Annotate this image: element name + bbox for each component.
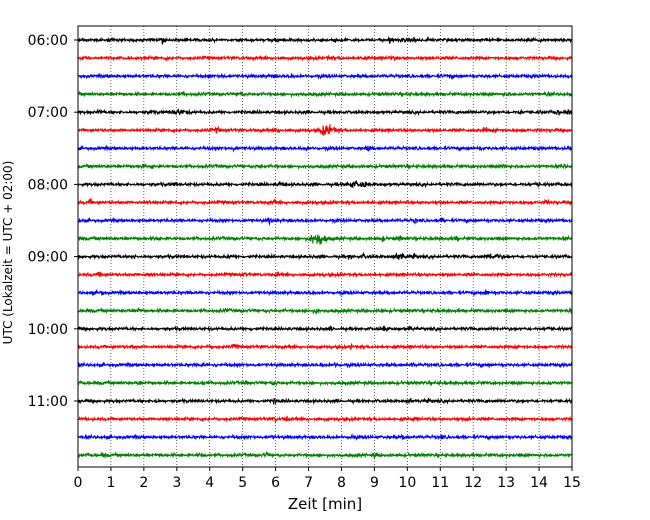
trace-0745 bbox=[77, 162, 573, 171]
x-tick-label-9: 9 bbox=[370, 475, 379, 491]
x-tick-label-0: 0 bbox=[74, 475, 83, 491]
trace-1030 bbox=[77, 360, 573, 369]
trace-0900 bbox=[77, 251, 573, 261]
y-tick-label-0900: 09:00 bbox=[28, 250, 68, 266]
trace-1100 bbox=[77, 397, 573, 405]
trace-1015 bbox=[77, 343, 573, 351]
x-tick-label-10: 10 bbox=[398, 475, 416, 491]
y-tick-label-1000: 10:00 bbox=[28, 322, 68, 338]
trace-0600 bbox=[77, 35, 573, 45]
trace-0800 bbox=[77, 179, 573, 189]
x-tick-label-13: 13 bbox=[497, 475, 515, 491]
trace-0700 bbox=[77, 108, 573, 117]
seismic-traces bbox=[77, 35, 573, 460]
x-tick-label-2: 2 bbox=[139, 475, 148, 491]
y-tick-label-0800: 08:00 bbox=[28, 177, 68, 193]
y-tick-label-1100: 11:00 bbox=[28, 394, 68, 410]
trace-1115 bbox=[77, 415, 573, 424]
trace-0730 bbox=[77, 144, 573, 153]
x-tick-label-3: 3 bbox=[172, 475, 181, 491]
trace-0830 bbox=[77, 216, 573, 226]
trace-0615 bbox=[77, 54, 573, 62]
trace-0915 bbox=[77, 270, 573, 279]
trace-0945 bbox=[77, 307, 573, 315]
x-axis-ticks: 0 1 2 3 4 5 6 7 8 9 10 11 12 13 14 15 bbox=[74, 467, 581, 491]
x-tick-label-8: 8 bbox=[337, 475, 346, 491]
y-axis-label: UTC (Lokalzeit = UTC + 02:00) bbox=[1, 161, 15, 345]
y-tick-label-0700: 07:00 bbox=[28, 105, 68, 121]
x-tick-label-7: 7 bbox=[304, 475, 313, 491]
x-tick-label-1: 1 bbox=[106, 475, 115, 491]
trace-1045 bbox=[77, 379, 573, 387]
trace-0845 bbox=[77, 234, 573, 245]
trace-1145 bbox=[77, 451, 573, 460]
x-tick-label-5: 5 bbox=[238, 475, 247, 491]
trace-0715 bbox=[77, 124, 573, 136]
trace-1130 bbox=[77, 432, 573, 441]
x-tick-label-4: 4 bbox=[205, 475, 214, 491]
x-axis-label: Zeit [min] bbox=[288, 495, 362, 513]
x-tick-label-12: 12 bbox=[464, 475, 482, 491]
x-tick-label-14: 14 bbox=[530, 475, 548, 491]
trace-1000 bbox=[77, 325, 573, 333]
trace-0630 bbox=[77, 72, 573, 81]
trace-0815 bbox=[77, 197, 573, 207]
y-tick-label-0600: 06:00 bbox=[28, 33, 68, 49]
y-axis-ticks: 06:00 07:00 08:00 09:00 10:00 11:00 bbox=[28, 33, 78, 410]
trace-0645 bbox=[77, 90, 573, 98]
x-tick-label-11: 11 bbox=[431, 475, 449, 491]
trace-0930 bbox=[77, 289, 573, 297]
x-tick-label-15: 15 bbox=[563, 475, 581, 491]
x-tick-label-6: 6 bbox=[271, 475, 280, 491]
plot-frame bbox=[77, 25, 573, 468]
